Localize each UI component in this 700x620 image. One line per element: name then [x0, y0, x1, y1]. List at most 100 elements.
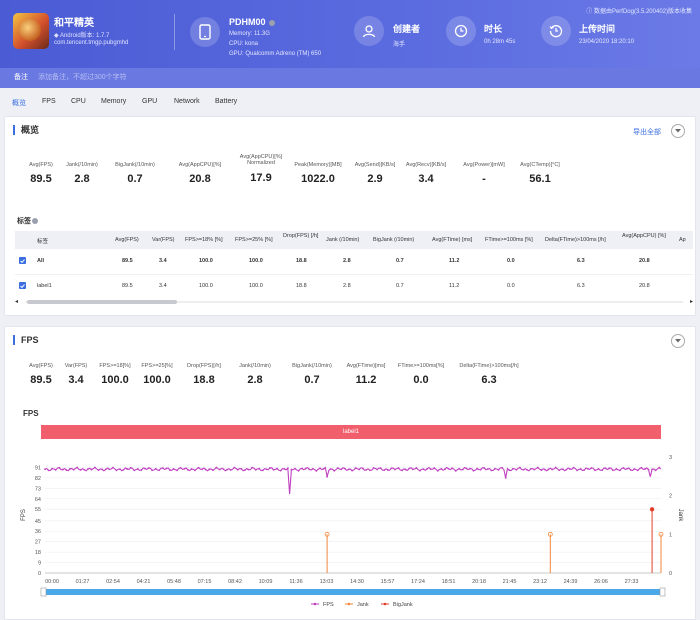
- label-range-bar[interactable]: label1: [41, 425, 661, 439]
- fps-point: [419, 469, 421, 472]
- fps-point: [565, 468, 568, 471]
- table-row[interactable]: label1 89.5 3.4 100.0 100.0 18.8 2.8 0.7…: [15, 274, 693, 298]
- stat-avg-ctemp: Avg(CTemp)[°C] 56.1: [520, 162, 560, 185]
- x-tick-label: 08:42: [228, 579, 242, 585]
- zoom-handle-right: [659, 587, 666, 597]
- fps-point: [301, 467, 304, 470]
- report-header: 和平精英 ◆ Android版本: 1.7.7 com.tencent.tmgp…: [0, 0, 700, 68]
- tab-network[interactable]: Network: [174, 98, 200, 105]
- fps-point: [176, 469, 179, 472]
- fps-point: [601, 469, 603, 472]
- fps-point: [326, 475, 329, 478]
- stat-jank: Jank(/10min) 2.8: [66, 162, 98, 185]
- fps-point: [354, 467, 357, 469]
- fps-point: [594, 469, 596, 472]
- export-all-link[interactable]: 导出全部: [633, 129, 661, 136]
- chevron-down-icon: [675, 129, 681, 133]
- fps-point: [97, 469, 100, 472]
- fps-point: [597, 467, 600, 470]
- stat-avg-power: Avg(Power)[mW] -: [463, 162, 505, 185]
- fps-point: [161, 467, 164, 470]
- app-package: com.tencent.tmgp.pubgmhd: [54, 40, 129, 46]
- fps-stat-ftime: Avg(FTime)[ms] 11.2: [346, 363, 386, 386]
- history-icon: [541, 16, 571, 46]
- tab-battery[interactable]: Battery: [215, 98, 238, 105]
- device-name: PDHM00: [229, 17, 276, 27]
- fps-point: [344, 467, 346, 470]
- fps-point: [519, 466, 521, 469]
- tab-cpu[interactable]: CPU: [71, 98, 86, 105]
- fps-stat-avg: Avg(FPS) 89.5: [29, 363, 53, 386]
- jank-marker: [658, 531, 664, 537]
- y-tick-label: 27: [35, 540, 41, 546]
- fps-point: [533, 468, 536, 471]
- y-tick-label: 0: [38, 571, 41, 577]
- x-tick-label: 20:18: [472, 579, 486, 585]
- fps-point: [540, 469, 543, 471]
- fps-point: [336, 467, 339, 469]
- tab-gpu[interactable]: GPU: [142, 98, 158, 105]
- fps-point: [647, 468, 650, 471]
- fps-point: [111, 466, 114, 469]
- fps-point: [604, 467, 607, 470]
- stat-avg-appcpu: Avg(AppCPU)[%] 20.8: [178, 162, 222, 185]
- y2-tick-label: 1: [669, 532, 672, 538]
- y-tick-label: 18: [35, 550, 41, 556]
- divider: [174, 14, 175, 50]
- fps-point: [483, 467, 486, 469]
- chevron-down-icon: [675, 339, 681, 343]
- fps-point: [536, 466, 539, 469]
- fps-point: [136, 468, 139, 470]
- fps-point: [497, 468, 500, 471]
- fps-point: [465, 467, 468, 470]
- fps-point: [658, 466, 661, 469]
- tab-overview[interactable]: 概览: [12, 100, 26, 107]
- fps-point: [272, 468, 275, 471]
- x-tick-label: 26:06: [594, 579, 608, 585]
- device-cpu: CPU: kona: [229, 41, 259, 47]
- note-input[interactable]: 添加备注，不超过300个字符: [37, 74, 127, 81]
- app-name: 和平精英: [54, 18, 94, 29]
- x-tick-label: 05:48: [167, 579, 181, 585]
- fps-point: [261, 469, 264, 472]
- note-label: 备注: [14, 74, 28, 81]
- tab-fps[interactable]: FPS: [42, 98, 56, 105]
- fps-point: [490, 469, 493, 472]
- y-tick-label: 45: [35, 519, 41, 525]
- phone-icon: [190, 17, 220, 47]
- fps-point: [386, 469, 389, 471]
- row-checkbox[interactable]: [19, 257, 26, 264]
- info-icon[interactable]: [269, 19, 276, 26]
- fps-point: [461, 468, 464, 471]
- y-tick-label: 91: [35, 465, 41, 471]
- help-icon[interactable]: [32, 218, 38, 225]
- fps-point: [358, 468, 361, 471]
- fps-point: [126, 468, 129, 470]
- table-scrollbar[interactable]: ◂ ▸: [15, 299, 693, 305]
- tab-memory[interactable]: Memory: [101, 98, 127, 105]
- fps-point: [304, 467, 307, 470]
- fps-point: [333, 469, 336, 472]
- bigjank-marker: [649, 507, 655, 512]
- note-bar[interactable]: 备注 添加备注，不超过300个字符: [0, 68, 700, 88]
- fps-point: [140, 469, 143, 471]
- collapse-button[interactable]: [671, 124, 685, 138]
- fps-point: [397, 467, 400, 469]
- y2-tick-label: 3: [669, 455, 672, 461]
- row-checkbox[interactable]: [19, 282, 26, 289]
- fps-point: [433, 467, 436, 469]
- fps-stat-18: FPS>=18[%] 100.0: [99, 363, 131, 386]
- fps-chart[interactable]: 91 82 73 64 55 45 36 27 18 9 0 3 2 1 0 FPS Jank 00:00 01:2…: [5, 441, 697, 620]
- fps-point: [365, 468, 368, 471]
- fps-point: [622, 467, 625, 469]
- fps-point: [347, 468, 350, 471]
- fps-point: [165, 467, 168, 470]
- table-row[interactable]: All 89.5 3.4 100.0 100.0 18.8 2.8 0.7 11…: [15, 249, 693, 273]
- fps-point: [269, 467, 271, 469]
- fps-point: [361, 467, 364, 470]
- stat-avg-appcpu-normalized: Avg(AppCPU)[%] Normalized 17.9: [239, 154, 283, 184]
- x-tick-label: 24:39: [564, 579, 578, 585]
- fps-point: [579, 468, 582, 470]
- collapse-button[interactable]: [671, 334, 685, 348]
- jank-marker: [547, 531, 553, 537]
